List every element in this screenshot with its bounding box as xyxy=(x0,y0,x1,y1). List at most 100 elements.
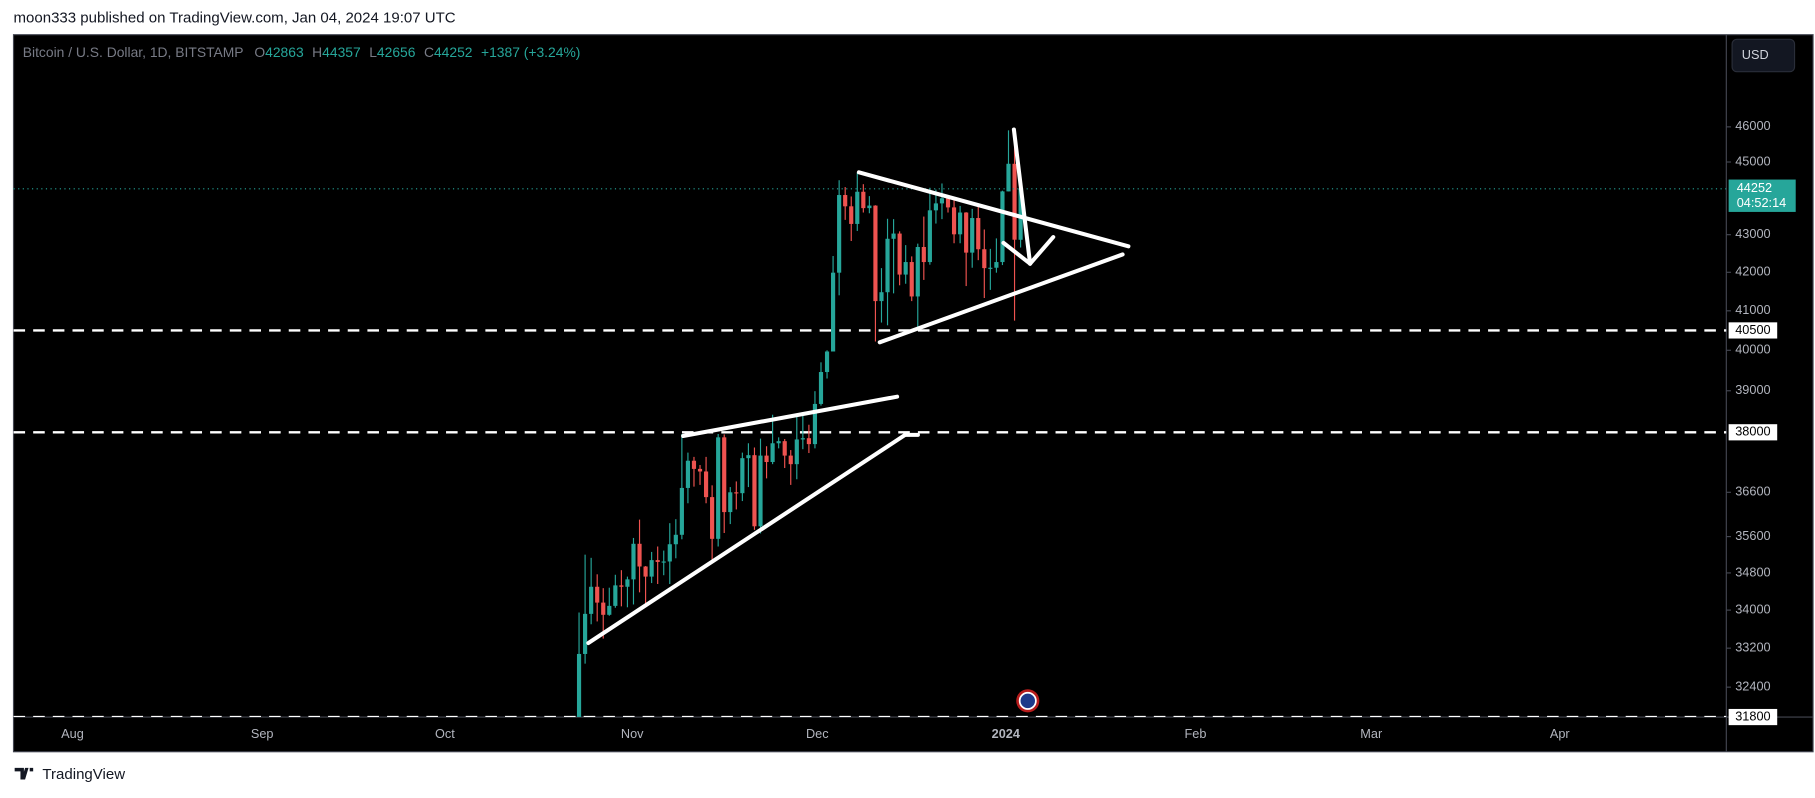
candle-body xyxy=(958,212,963,235)
candle-body xyxy=(788,455,793,465)
candle-body xyxy=(855,191,860,224)
candle-body xyxy=(776,441,781,444)
legend-value: 42863 xyxy=(265,44,304,60)
button-frame[interactable] xyxy=(1731,38,1796,73)
candle-body xyxy=(964,212,969,253)
chart-panel xyxy=(12,34,1814,753)
candle-body xyxy=(933,203,938,211)
y-tick-label: 32400 xyxy=(1735,679,1770,694)
arrow xyxy=(1028,235,1056,266)
candle-body xyxy=(764,455,769,463)
x-tick-label: Oct xyxy=(435,726,455,741)
price-label-box xyxy=(1728,708,1778,726)
y-tick-label: 45000 xyxy=(1735,153,1770,168)
plot-area xyxy=(13,130,1727,718)
candle-body xyxy=(818,372,824,404)
candle-body xyxy=(867,205,872,209)
arrow xyxy=(1011,127,1033,266)
candle-body xyxy=(746,455,751,459)
y-tick-label: 34000 xyxy=(1735,601,1770,616)
candle-body xyxy=(1000,191,1005,263)
candle-body xyxy=(909,262,914,297)
publish-info: moon333 published on TradingView.com, Ja… xyxy=(14,9,456,26)
y-tick-label: 43000 xyxy=(1735,226,1770,241)
candle-body xyxy=(722,437,727,513)
candle-body xyxy=(994,262,999,268)
y-tick-label: 39000 xyxy=(1735,382,1770,397)
candle-body xyxy=(921,246,926,263)
flag-icon xyxy=(1018,691,1037,710)
x-tick-label: Nov xyxy=(621,726,644,741)
countdown-label: 04:52:14 xyxy=(1737,195,1787,210)
trendline xyxy=(681,394,900,439)
candle-body xyxy=(812,403,818,445)
y-tick-label: 42000 xyxy=(1735,264,1770,279)
candle-body xyxy=(685,460,691,488)
y-tick-label: 41000 xyxy=(1735,302,1770,317)
legend-label: H xyxy=(312,44,322,60)
candle-body xyxy=(879,292,884,302)
candle-body xyxy=(595,586,600,603)
candle-body xyxy=(897,233,902,275)
candle-body xyxy=(667,544,672,562)
y-tick-label: 35600 xyxy=(1735,528,1770,543)
candle-body xyxy=(734,492,739,494)
candle-body xyxy=(643,566,648,577)
logo: TradingView xyxy=(14,766,125,783)
legend-label: L xyxy=(369,44,377,60)
candle-body xyxy=(849,206,854,224)
candle-body xyxy=(970,218,975,253)
y-tick-label: 36600 xyxy=(1735,484,1770,499)
y-tick-label: 33200 xyxy=(1735,640,1770,655)
candle-body xyxy=(873,205,878,302)
trendline xyxy=(877,252,1125,345)
candle-body xyxy=(697,468,703,472)
x-tick-label: Mar xyxy=(1360,726,1383,741)
candle-body xyxy=(903,262,908,275)
candle-body xyxy=(655,560,660,562)
candle-body xyxy=(782,441,787,456)
candle-body xyxy=(982,249,987,269)
x-tick-label: 2024 xyxy=(992,726,1020,741)
candle-body xyxy=(673,534,678,545)
candle-body xyxy=(927,210,932,263)
price-label: 38000 xyxy=(1735,424,1770,439)
candle-body xyxy=(758,455,763,527)
currency-label[interactable]: USD xyxy=(1742,47,1769,62)
symbol-title: Bitcoin / U.S. Dollar, 1D, BITSTAMP xyxy=(23,44,244,60)
legend-value: 44252 xyxy=(434,44,473,60)
candle-body xyxy=(988,267,993,269)
candle-body xyxy=(752,455,757,527)
candle-body xyxy=(607,605,612,615)
price-label-box xyxy=(1728,424,1778,441)
brand: TradingView xyxy=(42,766,125,783)
candle-body xyxy=(703,471,709,498)
legend-label: O xyxy=(254,44,265,60)
candle-body xyxy=(831,272,836,352)
drawings xyxy=(586,127,1131,646)
trendline xyxy=(586,432,908,646)
candle-body xyxy=(716,437,721,539)
candle-body xyxy=(861,191,866,209)
x-tick-label: Dec xyxy=(806,726,829,741)
candle-body xyxy=(976,218,981,250)
y-tick-label: 40000 xyxy=(1735,342,1770,357)
candle-body xyxy=(770,443,775,463)
currency-button[interactable]: USD xyxy=(1731,38,1796,73)
candle-body xyxy=(619,585,624,587)
candle-body xyxy=(613,585,618,606)
arrow xyxy=(1001,240,1033,266)
candle-body xyxy=(583,613,588,654)
candle-body xyxy=(625,579,630,587)
candle-body xyxy=(589,586,594,614)
logo-mark xyxy=(14,767,34,780)
candle-body xyxy=(915,246,920,297)
candle-body xyxy=(794,439,799,465)
candle-body xyxy=(843,195,848,207)
x-tick-label: Sep xyxy=(251,726,274,741)
price-label: 40500 xyxy=(1735,322,1770,337)
event-flag xyxy=(1016,689,1040,713)
candle-body xyxy=(691,460,697,469)
last-price-label: 44252 xyxy=(1737,180,1772,195)
